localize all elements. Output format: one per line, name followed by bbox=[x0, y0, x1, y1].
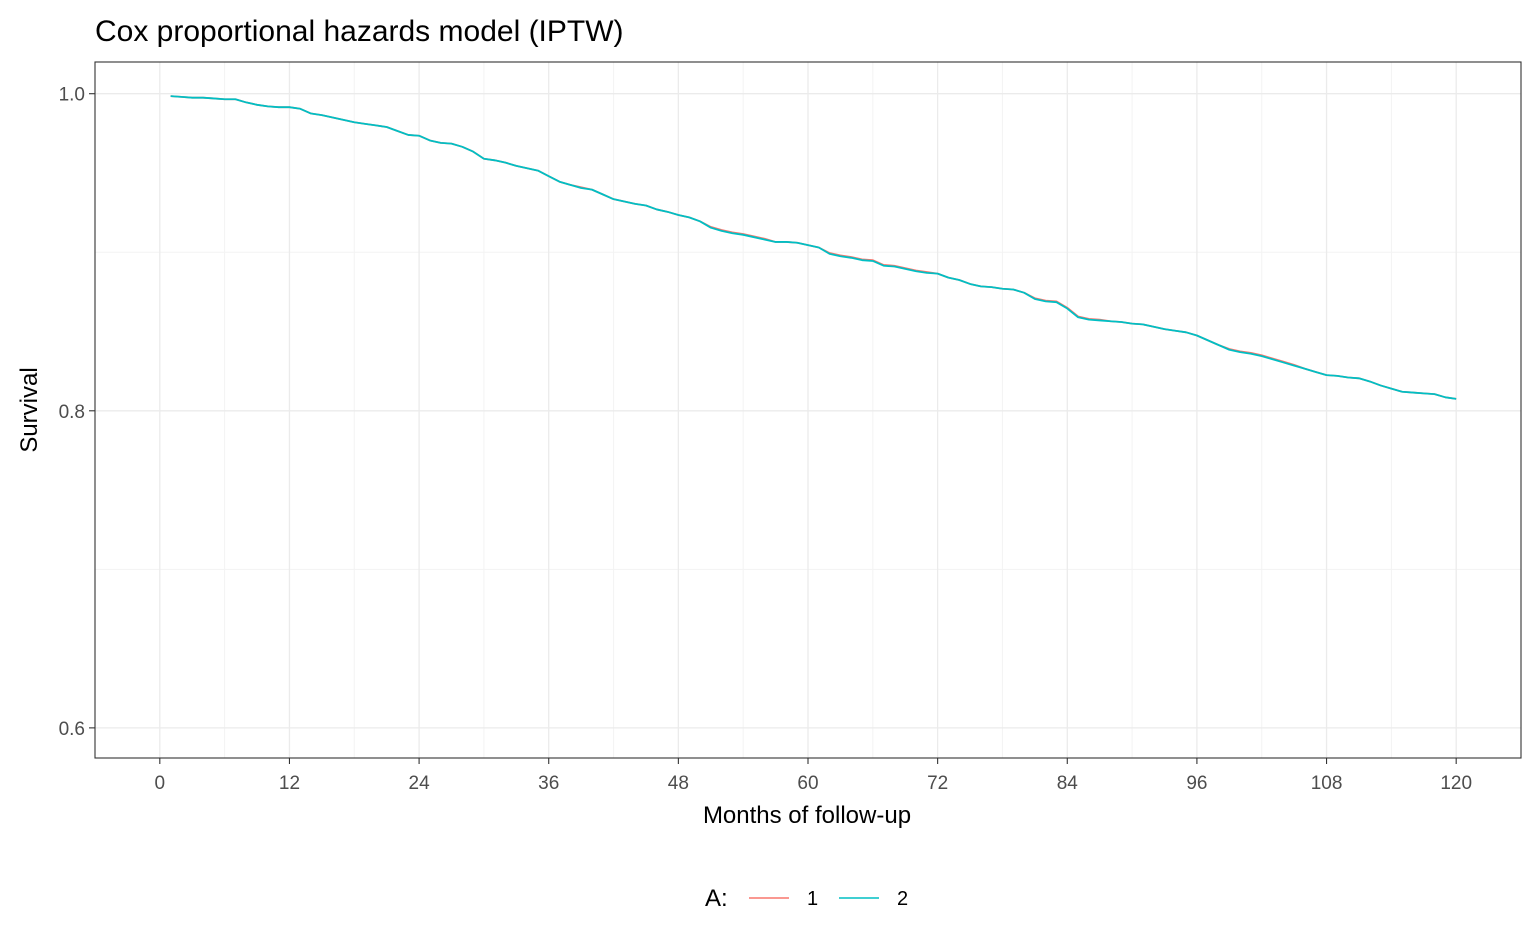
y-axis-title: Survival bbox=[16, 367, 43, 452]
x-tick-label: 120 bbox=[1440, 773, 1472, 794]
x-tick-label: 12 bbox=[279, 773, 300, 794]
legend-label-series-2: 2 bbox=[897, 888, 908, 910]
x-tick-label: 60 bbox=[797, 773, 818, 794]
x-tick-label: 108 bbox=[1311, 773, 1343, 794]
x-tick-label: 24 bbox=[409, 773, 431, 794]
y-tick-label: 0.6 bbox=[59, 719, 85, 740]
x-tick-label: 72 bbox=[927, 773, 948, 794]
x-axis: 0 12 24 36 48 60 72 84 96 108 120 bbox=[155, 758, 1472, 794]
legend-label-series-1: 1 bbox=[807, 888, 818, 910]
chart-title: Cox proportional hazards model (IPTW) bbox=[95, 15, 624, 48]
x-tick-label: 84 bbox=[1057, 773, 1079, 794]
x-tick-label: 48 bbox=[668, 773, 689, 794]
legend: A: 1 2 bbox=[705, 885, 908, 912]
x-tick-label: 36 bbox=[538, 773, 559, 794]
x-tick-label: 96 bbox=[1186, 773, 1207, 794]
y-tick-label: 0.8 bbox=[59, 402, 85, 423]
x-tick-label: 0 bbox=[155, 773, 166, 794]
legend-title: A: bbox=[705, 885, 728, 912]
x-axis-title: Months of follow-up bbox=[703, 802, 911, 829]
y-tick-label: 1.0 bbox=[59, 85, 85, 106]
y-axis: 0.6 0.8 1.0 bbox=[59, 85, 95, 740]
major-gridlines bbox=[95, 62, 1521, 758]
series-lines bbox=[170, 95, 1457, 400]
series-line-2 bbox=[170, 95, 1457, 400]
